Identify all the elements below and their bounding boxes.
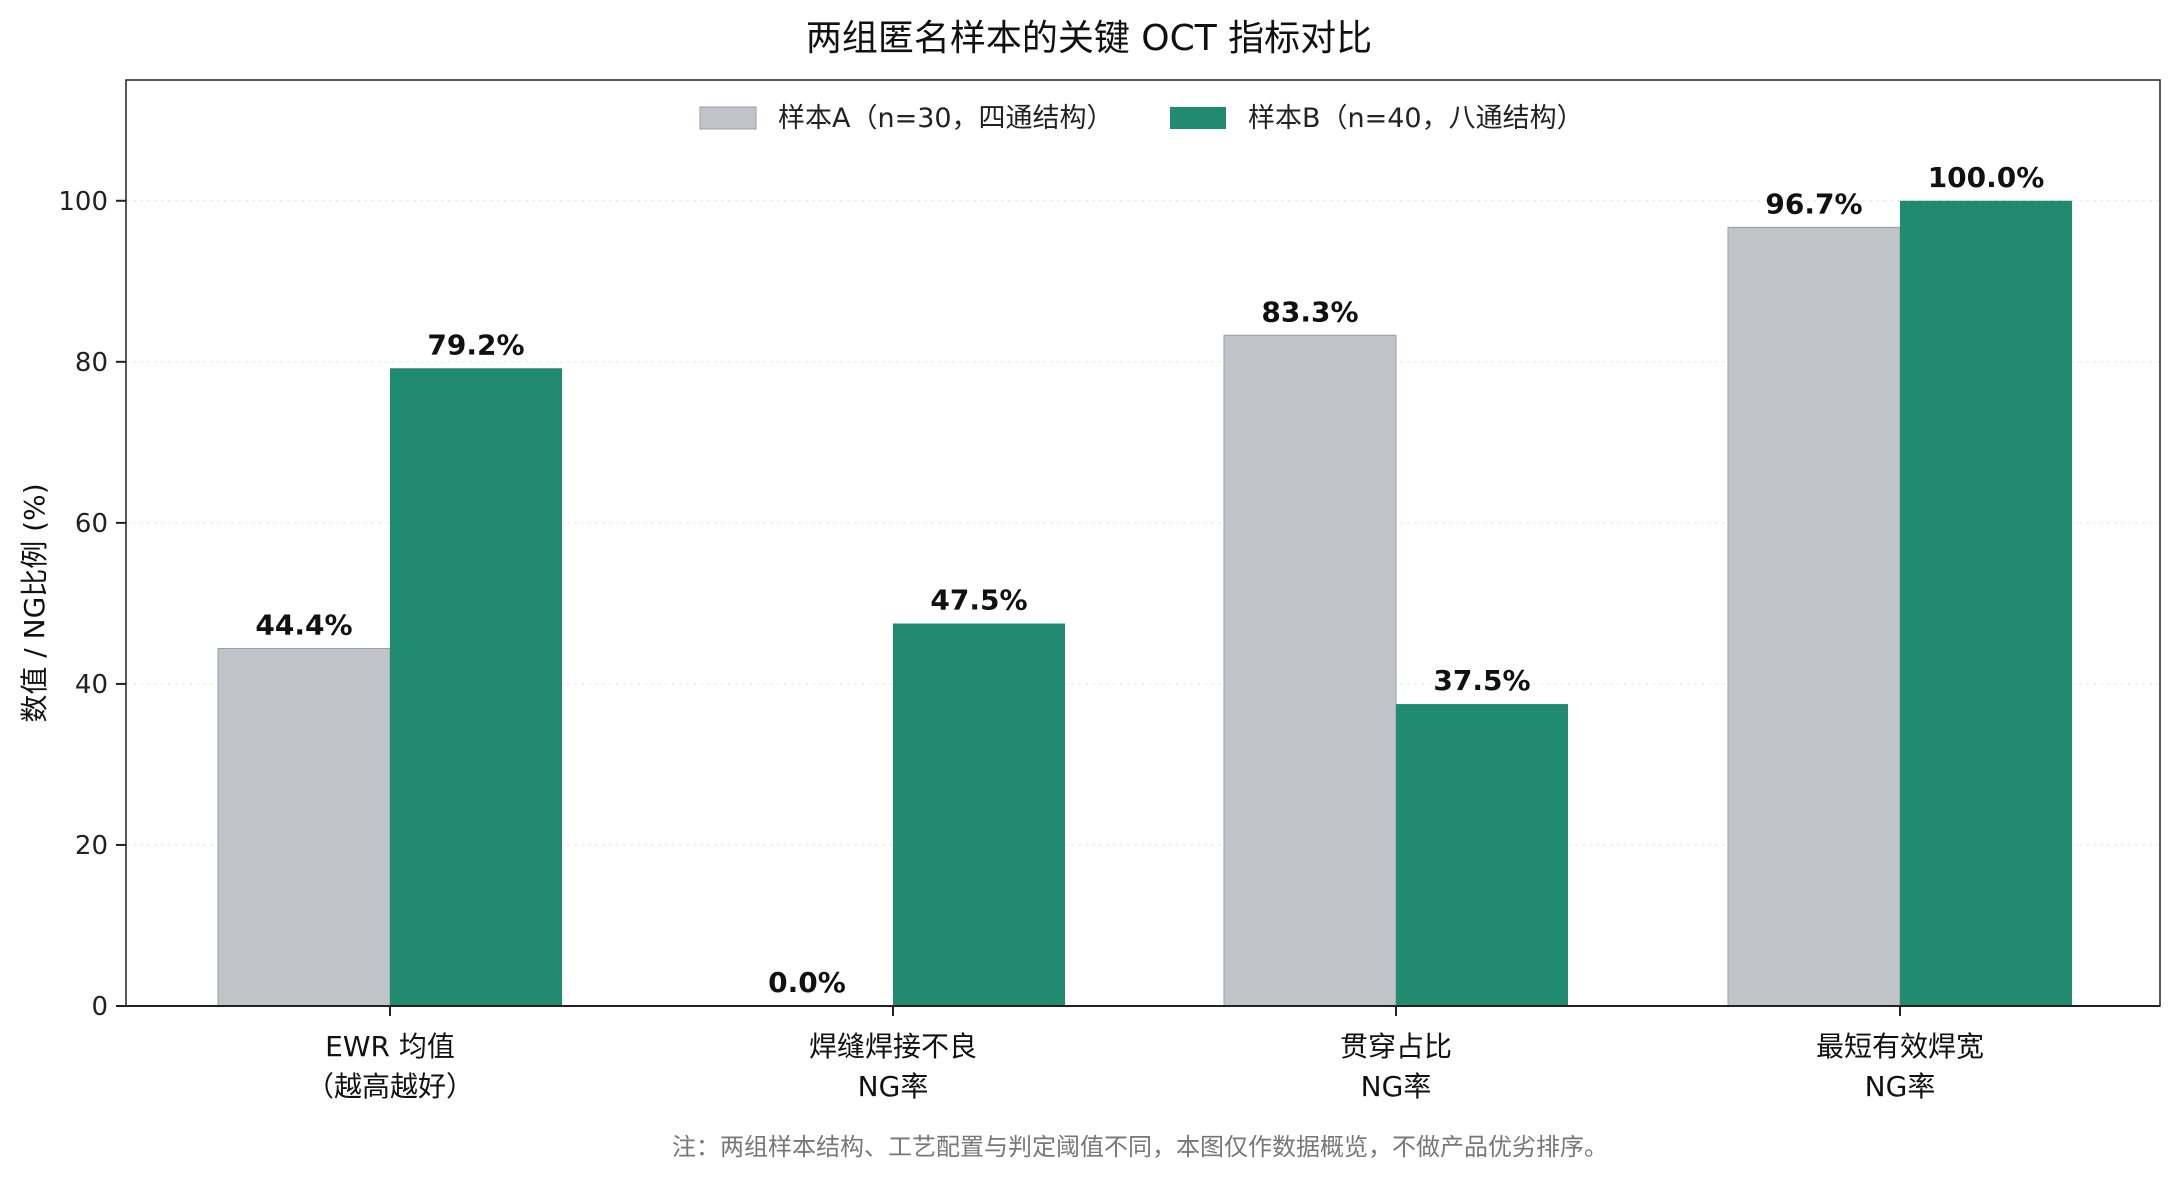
value-label-series-1-cat-3: 83.3% (1261, 295, 1358, 328)
bar-series-1-cat-4 (1727, 226, 1901, 1007)
bar-series-2-cat-4 (1900, 200, 2072, 1007)
value-label-series-2-cat-1: 79.2% (427, 328, 524, 361)
bar-series-2-cat-2 (893, 623, 1065, 1006)
bar-series-2-cat-3 (1396, 704, 1568, 1006)
axis-layer: 0 20 40 60 80 100 EWR 均值 （越高越好） 焊缝焊接不良 NG率 贯穿占比 NG率… (58, 79, 2161, 1103)
x-category-label-4-line-1: 最短有效焊宽 (1816, 1030, 1984, 1063)
x-category-label-4-line-2: NG率 (1865, 1070, 1936, 1103)
y-tick-label-0: 0 (91, 992, 108, 1022)
legend-label-series-2: 样本B（n=40，八通结构） (1248, 103, 1584, 134)
legend: 样本A（n=30，四通结构） 样本B（n=40，八通结构） (699, 103, 1584, 134)
y-tick-label-100: 100 (58, 187, 108, 217)
bar-layer (217, 200, 2072, 1007)
y-tick-label-60: 60 (75, 509, 108, 539)
footnote: 注：两组样本结构、工艺配置与判定阈值不同，本图仅作数据概览，不做产品优劣排序。 (672, 1133, 1608, 1161)
bar-series-1-cat-1 (217, 647, 391, 1007)
chart-title: 两组匿名样本的关键 OCT 指标对比 (806, 18, 1372, 59)
value-label-series-1-cat-2: 0.0% (768, 966, 846, 999)
legend-swatch-series-1 (699, 106, 757, 130)
value-label-series-2-cat-2: 47.5% (930, 584, 1027, 617)
legend-label-series-1: 样本A（n=30，四通结构） (778, 103, 1114, 134)
x-category-label-1-line-1: EWR 均值 (325, 1030, 455, 1063)
bar-series-1-cat-3 (1223, 334, 1397, 1007)
y-tick-label-20: 20 (75, 831, 108, 861)
x-category-label-2-line-1: 焊缝焊接不良 (809, 1030, 977, 1063)
x-category-label-2-line-2: NG率 (858, 1070, 929, 1103)
value-label-series-2-cat-4: 100.0% (1928, 161, 2045, 194)
x-category-label-3-line-2: NG率 (1361, 1070, 1432, 1103)
label-layer: 44.4% 0.0% 83.3% 96.7% 79.2% 47.5% 37.5% 100.0% (255, 161, 2044, 999)
x-category-label-1-line-2: （越高越好） (306, 1070, 474, 1103)
x-category-label-3-line-1: 贯穿占比 (1340, 1030, 1452, 1063)
value-label-series-1-cat-1: 44.4% (255, 608, 352, 641)
y-tick-label-80: 80 (75, 348, 108, 378)
value-label-series-2-cat-3: 37.5% (1433, 664, 1530, 697)
value-label-series-1-cat-4: 96.7% (1765, 187, 1862, 220)
bar-series-2-cat-1 (390, 368, 562, 1006)
legend-swatch-series-2 (1170, 107, 1226, 129)
y-tick-label-40: 40 (75, 670, 108, 700)
y-axis-label: 数值 / NG比例 (%) (18, 483, 51, 722)
